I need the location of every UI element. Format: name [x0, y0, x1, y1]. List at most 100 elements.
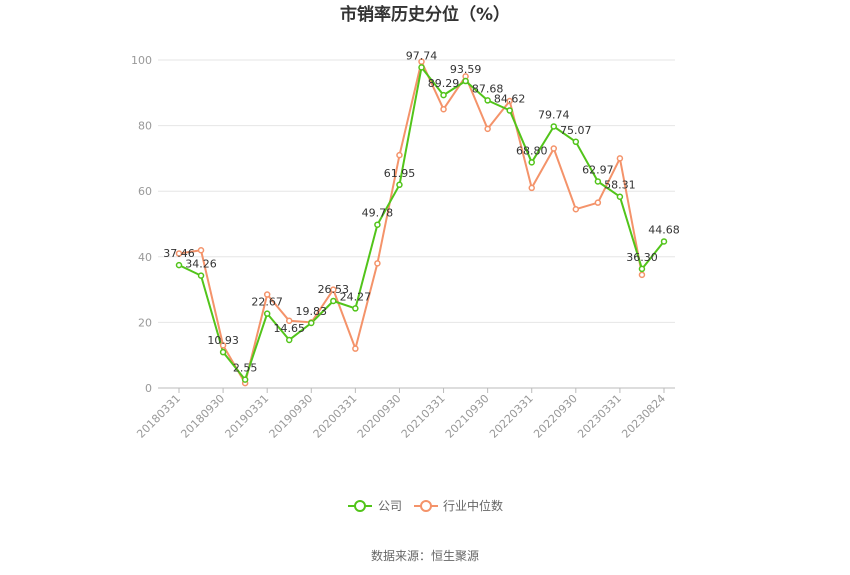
- x-tick-label: 20180930: [178, 392, 227, 441]
- legend-item-industry-median[interactable]: 行业中位数: [414, 498, 503, 513]
- company-data-label: 37.46: [163, 247, 195, 260]
- company-data-label: 34.26: [185, 258, 217, 271]
- industry-median-point: [572, 205, 580, 213]
- company-point: [175, 261, 183, 269]
- industry-median-point: [263, 291, 271, 298]
- y-tick-label: 100: [131, 54, 152, 67]
- company-point: [396, 181, 403, 189]
- company-data-label: 62.97: [582, 163, 614, 176]
- x-tick-label: 20230331: [575, 392, 624, 441]
- company-point: [330, 297, 337, 305]
- company-data-label: 19.83: [296, 305, 328, 318]
- industry-median-point: [418, 58, 425, 65]
- industry-median-point: [550, 145, 558, 152]
- y-tick-label: 80: [138, 120, 152, 133]
- series-lines: [178, 60, 665, 385]
- industry-median-point: [175, 250, 183, 257]
- company-data-label: 75.07: [560, 124, 592, 137]
- x-tick-label: 20230824: [619, 392, 668, 441]
- company-data-label: 58.31: [604, 179, 636, 192]
- company-data-label: 14.65: [273, 322, 305, 335]
- industry-median-point: [396, 151, 403, 159]
- industry-median-point: [638, 271, 646, 279]
- x-tick-label: 20220331: [487, 392, 536, 441]
- x-tick-label: 20200930: [355, 392, 404, 441]
- company-data-label: 68.80: [516, 144, 548, 157]
- industry-median-point: [506, 97, 513, 105]
- x-tick-label: 20220930: [531, 392, 580, 441]
- company-point: [352, 305, 359, 312]
- x-tick-label: 20190331: [223, 392, 272, 441]
- company-line: [178, 66, 665, 381]
- company-point: [418, 64, 425, 71]
- company-point: [528, 159, 535, 166]
- company-point: [660, 238, 668, 245]
- company-data-label: 49.78: [362, 207, 394, 220]
- x-tick-label: 20190930: [267, 392, 316, 441]
- company-point: [462, 77, 469, 85]
- grid-lines: [158, 59, 675, 323]
- company-point: [219, 348, 227, 356]
- company-point: [484, 97, 491, 104]
- company-data-label: 87.68: [472, 82, 504, 95]
- company-point: [594, 178, 602, 185]
- industry-median-point: [440, 105, 447, 113]
- company-point: [263, 310, 271, 317]
- y-tick-label: 60: [138, 185, 152, 198]
- company-point: [197, 272, 205, 279]
- industry-median-point: [594, 199, 602, 206]
- industry-median-point: [528, 184, 535, 192]
- data-source: 数据来源：恒生聚源: [371, 548, 479, 563]
- legend-item-company[interactable]: 公司: [348, 499, 402, 513]
- industry-median-point: [330, 286, 337, 293]
- legend[interactable]: 公司 行业中位数: [348, 498, 503, 513]
- industry-median-point: [219, 342, 227, 349]
- company-data-label: 97.74: [406, 49, 438, 62]
- x-tick-label: 20180331: [134, 392, 183, 441]
- legend-company-label: 公司: [378, 499, 402, 513]
- industry-median-point: [616, 155, 624, 162]
- company-data-label: 61.95: [384, 167, 416, 180]
- x-tick-label: 20210930: [443, 392, 492, 441]
- legend-industry-marker: [420, 500, 432, 512]
- company-point: [616, 193, 624, 200]
- industry-median-line: [178, 60, 643, 385]
- company-data-label: 79.74: [538, 108, 570, 121]
- company-data-label: 2.55: [233, 362, 258, 375]
- company-data-label: 84.62: [494, 92, 526, 105]
- company-data-label: 24.27: [340, 290, 372, 303]
- chart-title: 市销率历史分位（%）: [340, 4, 510, 25]
- y-tick-label: 40: [138, 251, 152, 264]
- company-point: [440, 91, 447, 99]
- industry-median-point: [374, 260, 381, 267]
- company-point: [308, 319, 315, 327]
- company-data-label: 10.93: [207, 334, 239, 347]
- company-point: [285, 336, 293, 344]
- legend-company-marker: [354, 500, 366, 512]
- company-data-label: 89.29: [428, 77, 460, 90]
- x-axis: 2018033120180930201903312019093020200331…: [134, 387, 675, 441]
- company-point: [241, 376, 249, 383]
- company-data-label: 22.67: [251, 296, 283, 309]
- y-axis-ticks: 0 20 40 60 80 100: [131, 54, 152, 395]
- industry-median-point: [285, 317, 293, 325]
- company-data-label: 93.59: [450, 63, 482, 76]
- x-tick-label: 20200331: [311, 392, 360, 441]
- legend-industry-label: 行业中位数: [443, 498, 503, 513]
- company-point: [572, 138, 580, 146]
- industry-median-point: [197, 246, 205, 254]
- company-point: [506, 107, 513, 114]
- company-point: [638, 265, 646, 273]
- company-point: [550, 123, 558, 130]
- industry-median-point: [484, 125, 491, 133]
- x-tick-label: 20210331: [399, 392, 448, 441]
- company-point: [374, 221, 381, 228]
- series-points: [175, 58, 668, 387]
- industry-median-point: [352, 345, 359, 352]
- company-data-label: 26.53: [318, 283, 350, 296]
- company-data-label: 44.68: [648, 223, 680, 236]
- y-tick-label: 20: [138, 316, 152, 329]
- y-tick-label: 0: [145, 382, 152, 395]
